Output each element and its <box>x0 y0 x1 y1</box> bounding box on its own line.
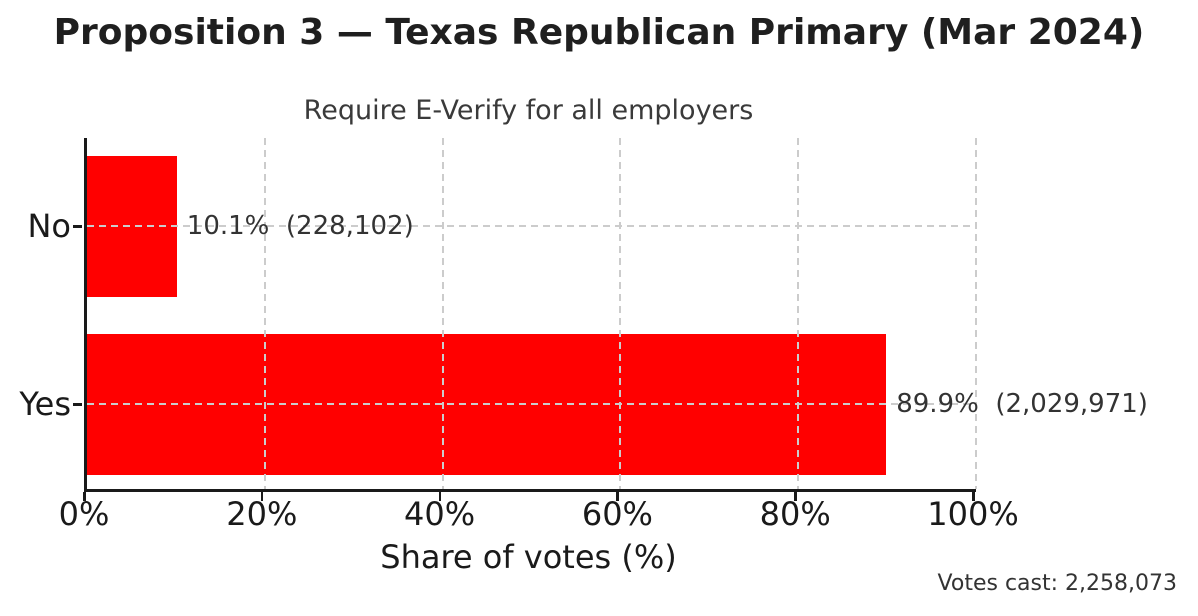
grid-line-vertical <box>441 138 444 489</box>
bar-value-label: 89.9% (2,029,971) <box>896 389 1148 419</box>
votes-cast-note: Votes cast: 2,258,073 <box>937 571 1177 596</box>
bar-value-label: 10.1% (228,102) <box>186 211 414 241</box>
x-tick-label: 100% <box>927 495 1019 533</box>
grid-line-vertical <box>263 138 266 489</box>
x-axis-tick <box>972 492 975 501</box>
x-tick-label: 20% <box>226 495 298 533</box>
grid-line-vertical <box>619 138 622 489</box>
x-tick-label: 0% <box>58 495 110 533</box>
grid-line-vertical <box>797 138 800 489</box>
x-axis-tick <box>616 492 619 501</box>
x-axis-tick <box>260 492 264 501</box>
x-tick-label: 60% <box>581 495 653 533</box>
x-axis-tick <box>83 492 86 501</box>
y-axis-tick <box>73 403 82 406</box>
y-axis-tick <box>73 225 82 228</box>
x-tick-label: 80% <box>759 495 831 533</box>
plot-area <box>84 138 977 492</box>
grid-line-vertical <box>975 138 977 489</box>
x-axis-tick <box>438 492 442 501</box>
category-label: No <box>27 207 71 245</box>
grid-line-horizontal <box>87 403 976 405</box>
x-axis-label: Share of votes (%) <box>380 538 677 576</box>
x-axis-tick <box>794 492 797 501</box>
chart-title: Proposition 3 — Texas Republican Primary… <box>53 12 1145 53</box>
grid-line-horizontal <box>87 225 976 227</box>
x-tick-label: 40% <box>404 495 476 533</box>
category-label: Yes <box>19 385 71 423</box>
chart-subtitle: Require E-Verify for all employers <box>303 95 754 126</box>
